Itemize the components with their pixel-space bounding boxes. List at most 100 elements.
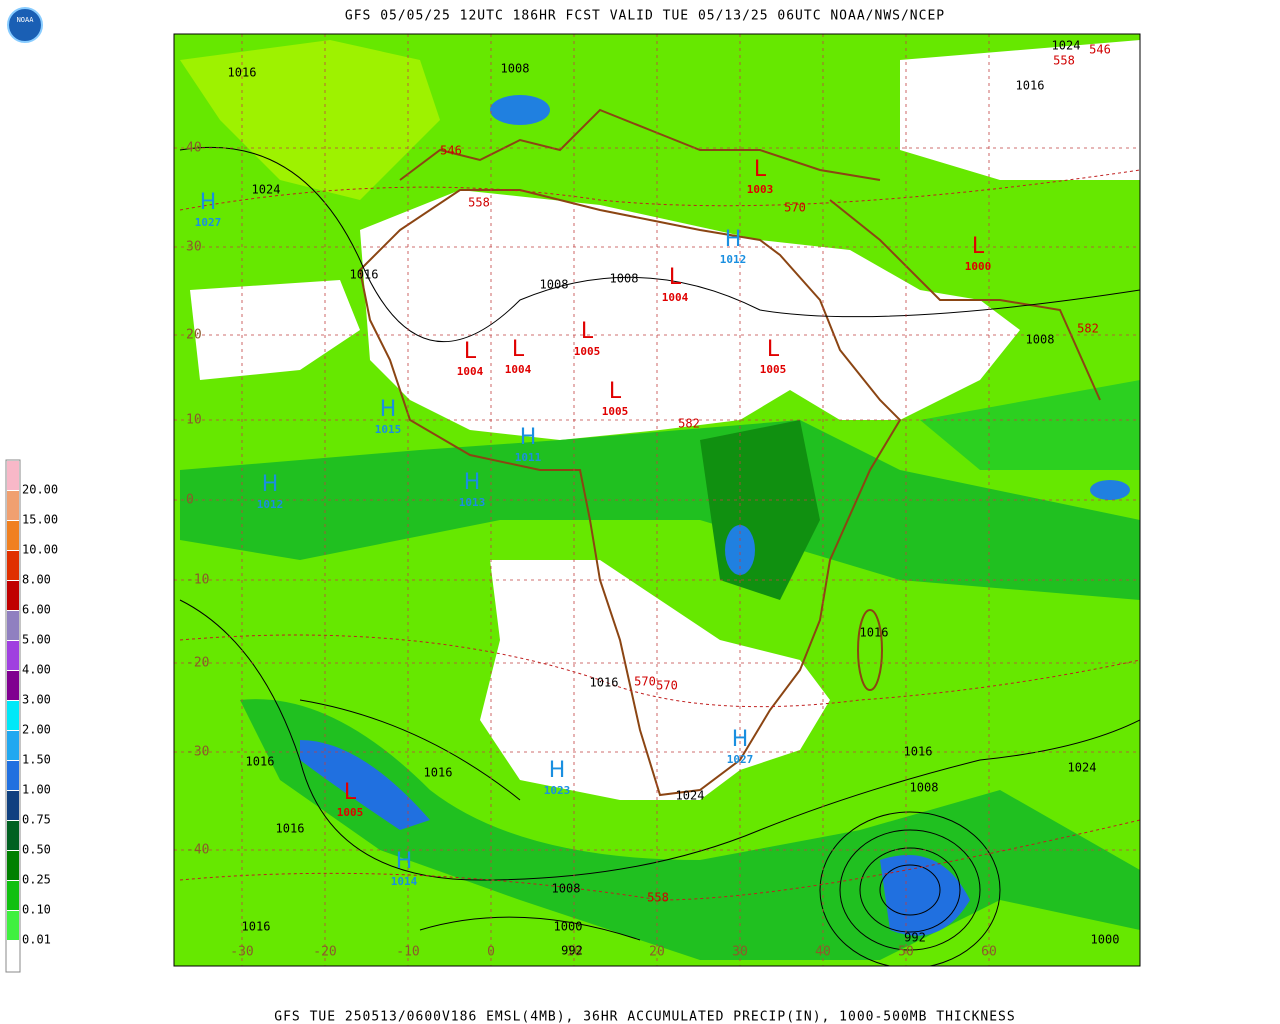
coastline <box>399 108 1101 401</box>
isobar-label: 1016 <box>242 920 271 934</box>
isobar-label: 1008 <box>610 272 639 286</box>
legend-label: 8.00 <box>22 573 51 587</box>
isobar-label: 1000 <box>1091 933 1120 947</box>
lat-lon-grid <box>174 34 1140 966</box>
thickness-label: 582 <box>1077 322 1099 336</box>
noaa-logo <box>7 7 43 43</box>
isobar-label: 1008 <box>1026 333 1055 347</box>
longitude-label: 40 <box>815 945 831 960</box>
thickness-label: 570 <box>634 675 656 689</box>
pressure-center-letter: L <box>581 319 594 344</box>
legend-swatch <box>7 701 19 730</box>
isobar-label: 1008 <box>552 882 581 896</box>
isobar-label: 1016 <box>904 745 933 759</box>
longitude-label: -20 <box>313 945 336 960</box>
pressure-center-value: 1012 <box>720 253 747 266</box>
pressure-center-letter: H <box>380 397 397 422</box>
pressure-center-value: 1000 <box>965 260 992 273</box>
pressure-center-value: 1027 <box>727 753 754 766</box>
latitude-label: 10 <box>186 413 202 428</box>
footer: GFS TUE 250513/0600V186 EMSL(4MB), 36HR … <box>274 1010 1015 1024</box>
legend-label: 2.00 <box>22 723 51 737</box>
isobar-label: 1016 <box>228 66 257 80</box>
pressure-center-value: 1014 <box>391 875 418 888</box>
pressure-center-value: 1005 <box>574 345 601 358</box>
pressure-center-letter: H <box>520 425 537 450</box>
pressure-center-letter: L <box>609 379 622 404</box>
moderate-precip <box>920 380 1140 470</box>
longitude-label: 0 <box>487 945 495 960</box>
map-frame <box>173 33 1141 967</box>
coastline <box>358 189 902 797</box>
heavy-precip <box>300 740 430 830</box>
thickness-label: 546 <box>1089 43 1111 57</box>
isobar-label: 1016 <box>860 626 889 640</box>
isobar-label: 1008 <box>501 62 530 76</box>
latitude-label: 40 <box>186 141 202 156</box>
pressure-center-value: 1015 <box>375 423 402 436</box>
legend-swatch <box>7 731 19 760</box>
legend-label: 3.00 <box>22 693 51 707</box>
legend-label: 4.00 <box>22 663 51 677</box>
pressure-center-letter: H <box>396 849 413 874</box>
pressure-center-value: 1004 <box>662 291 689 304</box>
longitude-label: 10 <box>566 945 582 960</box>
light-precip <box>180 40 440 200</box>
longitude-label: 50 <box>898 945 914 960</box>
pressure-center-value: 1023 <box>544 784 571 797</box>
longitude-label: -10 <box>396 945 419 960</box>
legend-label: 0.25 <box>22 873 51 887</box>
pressure-center-letter: L <box>512 337 525 362</box>
isobar-label: 1016 <box>246 755 275 769</box>
legend-label: 0.50 <box>22 843 51 857</box>
pressure-center-letter: H <box>549 758 566 783</box>
legend-swatch <box>7 641 19 670</box>
latitude-label: 0 <box>186 493 194 508</box>
pressure-center-letter: L <box>754 157 767 182</box>
legend-swatch <box>7 521 19 550</box>
latitude-label: -10 <box>186 573 209 588</box>
overlay: 20.00 15.00 10.00 8.00 6.00 5.00 4.00 3.00 2.00 1… <box>7 39 1119 960</box>
isobar-label: 1008 <box>540 278 569 292</box>
heavy-precip <box>725 525 755 575</box>
thickness-label: 546 <box>440 144 462 158</box>
legend-swatch <box>7 851 19 880</box>
pressure-center-value: 1005 <box>760 363 787 376</box>
pressure-center-letter: L <box>464 339 477 364</box>
legend-swatch <box>7 791 19 820</box>
pressure-center-value: 1005 <box>337 806 364 819</box>
pressure-center-letter: L <box>344 780 357 805</box>
moderate-precip <box>180 420 1140 600</box>
legend-label: 1.50 <box>22 753 51 767</box>
isobar-label: 1016 <box>276 822 305 836</box>
pressure-center-value: 1011 <box>515 451 542 464</box>
legend-label: 20.00 <box>22 483 58 497</box>
pressure-center-letter: H <box>262 472 279 497</box>
isobar-label: 1024 <box>1052 39 1081 53</box>
isobar-label: 1016 <box>1016 79 1045 93</box>
latitude-label: -20 <box>186 656 209 671</box>
legend-swatch <box>7 821 19 850</box>
legend-label: 0.10 <box>22 903 51 917</box>
pressure-center-letter: L <box>669 265 682 290</box>
isobar-label: 1016 <box>424 766 453 780</box>
isobar-label: 992 <box>904 931 926 945</box>
pressure-center-letter: H <box>725 227 742 252</box>
map-area <box>174 34 1140 966</box>
legend-swatch <box>7 461 19 490</box>
thickness-label: 558 <box>1053 54 1075 68</box>
pressure-center-value: 1003 <box>747 183 774 196</box>
legend-swatch <box>7 551 19 580</box>
latitude-label: 20 <box>186 328 202 343</box>
legend-label: 0.01 <box>22 933 51 947</box>
legend-swatch <box>7 611 19 640</box>
thickness-label: 570 <box>656 679 678 693</box>
legend-swatch <box>7 881 19 910</box>
legend-swatch <box>7 581 19 610</box>
thickness-label: 570 <box>784 201 806 215</box>
legend-swatch <box>7 671 19 700</box>
heavy-precip <box>1090 480 1130 500</box>
thickness-label: 582 <box>678 417 700 431</box>
heavy-precip <box>880 855 970 936</box>
